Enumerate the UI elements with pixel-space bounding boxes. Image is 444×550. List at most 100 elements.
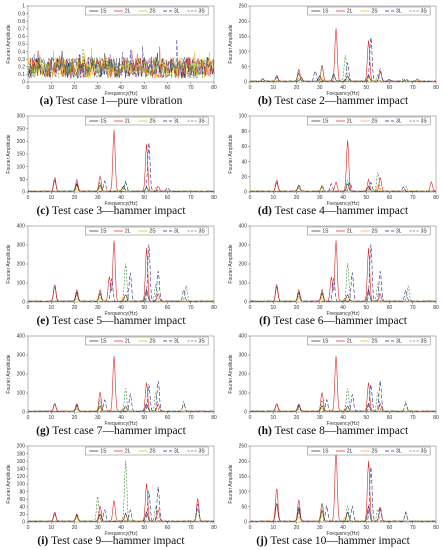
x-tick-label: 30 <box>95 525 101 531</box>
legend-label-3S: 3S <box>421 229 428 235</box>
legend: 1S 2L 2S 3L 3S <box>307 226 431 236</box>
panel-letter: (e) <box>36 315 50 327</box>
x-tick-label: 60 <box>165 525 171 531</box>
legend-label-1S: 1S <box>322 119 329 125</box>
x-tick-label: 40 <box>340 525 346 531</box>
x-tick-label: 10 <box>270 415 276 421</box>
panel-letter: (f) <box>259 315 271 327</box>
legend-label-1S: 1S <box>100 449 107 455</box>
legend-label-3S: 3S <box>199 229 206 235</box>
y-tick-label: 0 <box>244 300 247 306</box>
y-tick-label: 140 <box>17 467 26 473</box>
legend: 1S 2L 2S 3L 3S <box>85 6 209 16</box>
legend: 1S 2L 2S 3L 3S <box>307 6 431 16</box>
x-axis-label: Frequency(Hz) <box>104 201 137 207</box>
legend-label-2L: 2L <box>125 229 131 235</box>
plot-frame <box>27 335 215 413</box>
y-tick-label: 60 <box>241 144 247 150</box>
y-tick-label: 200 <box>17 372 26 378</box>
x-tick-label: 20 <box>294 305 300 311</box>
y-axis-label: Fourier Amplitude <box>228 244 234 283</box>
legend-label-3S: 3S <box>421 449 428 455</box>
x-tick-label: 70 <box>410 305 416 311</box>
x-tick-label: 20 <box>72 525 78 531</box>
y-tick-label: 250 <box>239 4 248 10</box>
x-tick-label: 10 <box>48 525 54 531</box>
x-tick-label: 0 <box>27 415 30 421</box>
chart-svg-b: 0 50 100 150 200 250 0 10 20 30 40 50 60 70 80 Frequenc… <box>228 4 439 97</box>
y-tick-label: 200 <box>17 444 26 450</box>
y-tick-label: 100 <box>17 482 26 488</box>
chart-svg-e: 0 100 200 300 400 0 10 20 30 40 50 60 70 80 Frequency(… <box>6 224 217 317</box>
panel-letter: (b) <box>257 95 272 107</box>
plot-frame <box>249 335 437 413</box>
x-tick-label: 30 <box>95 305 101 311</box>
x-tick-label: 50 <box>141 305 147 311</box>
x-tick-label: 20 <box>72 85 78 91</box>
legend-label-3L: 3L <box>396 119 402 125</box>
chart-panel-h: 0 100 200 300 400 0 10 20 30 40 50 60 70 80 Frequency(… <box>222 330 444 440</box>
y-tick-label: 180 <box>17 451 26 457</box>
series-line-3L <box>27 486 215 523</box>
y-tick-label: 60 <box>19 497 25 503</box>
panel-letter: (d) <box>257 205 272 217</box>
y-tick-label: 100 <box>17 281 26 287</box>
x-axis-label: Frequency(Hz) <box>326 311 359 317</box>
panel-caption: (a) Test case 1—pure vibration <box>0 95 222 107</box>
legend: 1S 2L 2S 3L 3S <box>85 336 209 346</box>
x-tick-label: 80 <box>211 415 217 421</box>
series-line-2L <box>27 240 215 303</box>
chart-panel-e: 0 100 200 300 400 0 10 20 30 40 50 60 70 80 Frequency(… <box>0 220 222 330</box>
chart-panel-i: 0 20 40 60 80 100 120 140 160 180 200 0 10 20 30 40 50 60… <box>0 440 222 550</box>
x-tick-label: 70 <box>188 525 194 531</box>
y-tick-label: 200 <box>239 19 248 25</box>
x-tick-label: 20 <box>294 415 300 421</box>
panel-caption-text: Test case 10—hammer impact <box>270 535 410 547</box>
x-tick-label: 60 <box>387 525 393 531</box>
legend-label-1S: 1S <box>322 9 329 15</box>
panel-caption: (e) Test case 5—hammer impact <box>0 315 222 327</box>
panel-caption: (h) Test case 8—hammer impact <box>222 425 444 437</box>
x-tick-label: 10 <box>48 305 54 311</box>
y-tick-label: 80 <box>241 129 247 135</box>
y-tick-label: 400 <box>17 334 26 340</box>
legend-label-2S: 2S <box>371 119 378 125</box>
legend: 1S 2L 2S 3L 3S <box>307 446 431 456</box>
x-tick-label: 30 <box>317 415 323 421</box>
y-tick-label: 120 <box>17 474 26 480</box>
x-tick-label: 40 <box>118 415 124 421</box>
y-axis-label: Fourier Amplitude <box>228 464 234 503</box>
legend-label-3L: 3L <box>174 9 180 15</box>
series-line-3S <box>27 460 215 523</box>
chart-panel-c: 0 50 100 150 200 250 300 0 10 20 30 40 50 60 70 80 Frequ… <box>0 110 222 220</box>
x-tick-label: 30 <box>95 195 101 201</box>
series-line-3S <box>249 55 437 82</box>
legend-label-2S: 2S <box>149 119 156 125</box>
x-tick-label: 0 <box>27 85 30 91</box>
series-line-3S <box>27 180 215 193</box>
y-tick-label: 100 <box>17 391 26 397</box>
legend-label-2S: 2S <box>371 9 378 15</box>
x-tick-label: 40 <box>340 195 346 201</box>
x-tick-label: 30 <box>95 415 101 421</box>
y-tick-label: 100 <box>239 49 248 55</box>
chart-svg-c: 0 50 100 150 200 250 300 0 10 20 30 40 50 60 70 80 Frequ… <box>6 114 217 207</box>
x-axis-label: Frequency(Hz) <box>326 421 359 427</box>
x-tick-label: 30 <box>317 195 323 201</box>
chart-svg-g: 0 100 200 300 400 0 10 20 30 40 50 60 70 80 Frequency(… <box>6 334 217 427</box>
chart-panel-b: 0 50 100 150 200 250 0 10 20 30 40 50 60 70 80 Frequenc… <box>222 0 444 110</box>
panel-letter: (a) <box>39 95 54 107</box>
legend-label-2S: 2S <box>149 449 156 455</box>
series-line-2L <box>249 240 437 302</box>
y-tick-label: 0.9 <box>18 11 25 17</box>
x-tick-label: 10 <box>48 415 54 421</box>
x-tick-label: 30 <box>317 85 323 91</box>
x-tick-label: 30 <box>317 525 323 531</box>
panel-caption-text: Test case 5—hammer impact <box>51 315 186 327</box>
y-tick-label: 200 <box>239 372 248 378</box>
x-tick-label: 80 <box>211 305 217 311</box>
series-line-2L <box>27 130 215 192</box>
x-axis-label: Frequency(Hz) <box>326 531 359 537</box>
series-line-3S <box>27 388 215 412</box>
x-tick-label: 10 <box>270 525 276 531</box>
